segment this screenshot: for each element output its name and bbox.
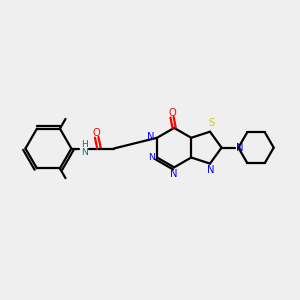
Text: N: N: [148, 132, 155, 142]
Text: N: N: [170, 169, 178, 179]
Text: N: N: [148, 153, 155, 162]
Text: O: O: [93, 128, 101, 138]
Text: N: N: [207, 165, 214, 175]
Text: O: O: [168, 108, 176, 118]
Text: H
N: H N: [81, 140, 88, 157]
Text: S: S: [208, 118, 214, 128]
Text: N: N: [236, 142, 244, 153]
